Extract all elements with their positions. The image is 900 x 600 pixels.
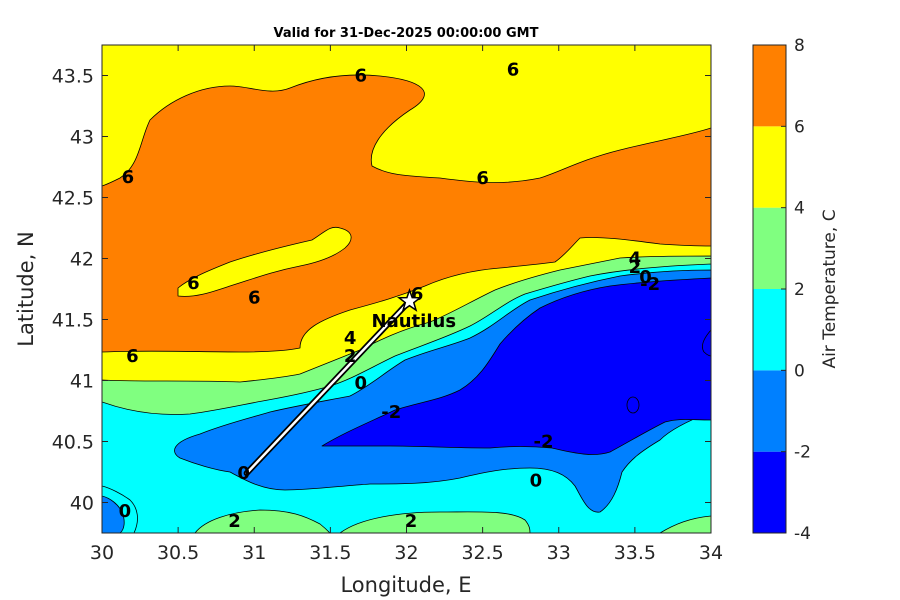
track-line-inner (245, 299, 411, 475)
contour-label: 6 (248, 288, 261, 309)
chart-title: Valid for 31-Dec-2025 00:00:00 GMT (274, 26, 539, 41)
contour-label: 2 (344, 346, 357, 367)
contour-loop-edge (702, 329, 711, 357)
contour-label: 6 (122, 167, 135, 188)
contour-loop-east (626, 396, 640, 414)
y-tick-label: 42.5 (52, 188, 94, 210)
star-icon (396, 287, 423, 312)
contour-label: 6 (476, 168, 489, 189)
x-tick-label: 33.5 (614, 542, 656, 564)
contour-label: 4 (344, 328, 357, 349)
colorbar-segment (753, 207, 786, 289)
x-axis-ticks: 30 30.5 31 31.5 32 32.5 33 33.5 34 (90, 45, 723, 564)
colorbar-segment (753, 45, 786, 127)
contour-label: -2 (381, 402, 401, 423)
colorbar-segment (753, 126, 786, 208)
station-label: Nautilus (372, 311, 457, 332)
contour-label: 6 (507, 59, 520, 80)
contour-label: 0 (237, 463, 250, 484)
colorbar-segment (753, 451, 786, 533)
contour-label: 4 (629, 249, 642, 270)
station-marker: Nautilus (372, 287, 457, 332)
colorbar-segment (753, 289, 786, 371)
colorbar: -4 -2 0 2 4 6 8 (752, 36, 811, 544)
contour-label: 2 (405, 511, 418, 532)
contour-label: 6 (355, 66, 368, 87)
colorbar-tick-label: 6 (794, 117, 805, 137)
y-tick-label: 40.5 (52, 432, 94, 454)
band-4-yellow-island (177, 226, 352, 297)
colorbar-tick-label: -2 (794, 443, 811, 463)
colorbar-segment (753, 370, 786, 452)
colorbar-tick-label: 4 (794, 199, 805, 219)
y-tick-label: 41.5 (52, 310, 94, 332)
track-line (243, 298, 413, 477)
band-m2-blue-sw (102, 495, 125, 533)
contour-label: 0 (639, 267, 652, 288)
x-tick-label: 34 (699, 542, 723, 564)
colorbar-tick-label: -4 (794, 524, 811, 544)
colorbar-tick-label: 0 (794, 361, 805, 381)
x-tick-label: 32.5 (461, 542, 503, 564)
y-axis-label: Latitude, N (14, 231, 38, 347)
contour-label: -2 (534, 432, 554, 453)
contour-label: 2 (629, 257, 642, 278)
contour-label: 0 (355, 373, 368, 394)
y-tick-label: 41 (70, 371, 94, 393)
y-tick-label: 43 (70, 127, 94, 149)
band-4-yellow-north (102, 45, 711, 187)
band-2-green-se (659, 515, 711, 533)
x-tick-label: 30.5 (157, 542, 199, 564)
colorbar-tick-label: 8 (794, 36, 805, 56)
x-tick-label: 31 (242, 542, 266, 564)
colorbar-title: Air Temperature, C (820, 209, 840, 368)
x-tick-label: 33 (547, 542, 571, 564)
colorbar-tick-label: 2 (794, 280, 805, 300)
band-2-green-s1 (194, 509, 331, 533)
x-tick-label: 32 (394, 542, 418, 564)
contour-label: 0 (530, 471, 543, 492)
x-axis-label: Longitude, E (340, 573, 471, 597)
x-tick-label: 31.5 (309, 542, 351, 564)
contour-label: -2 (640, 274, 660, 295)
contour-label: 6 (126, 346, 139, 367)
y-tick-label: 40 (70, 493, 94, 515)
x-tick-label: 30 (90, 542, 114, 564)
contour-label: 0 (119, 501, 132, 522)
contour-label: 6 (187, 273, 200, 294)
contour-label: 2 (228, 511, 241, 532)
y-tick-label: 42 (70, 249, 94, 271)
y-tick-label: 43.5 (52, 66, 94, 88)
